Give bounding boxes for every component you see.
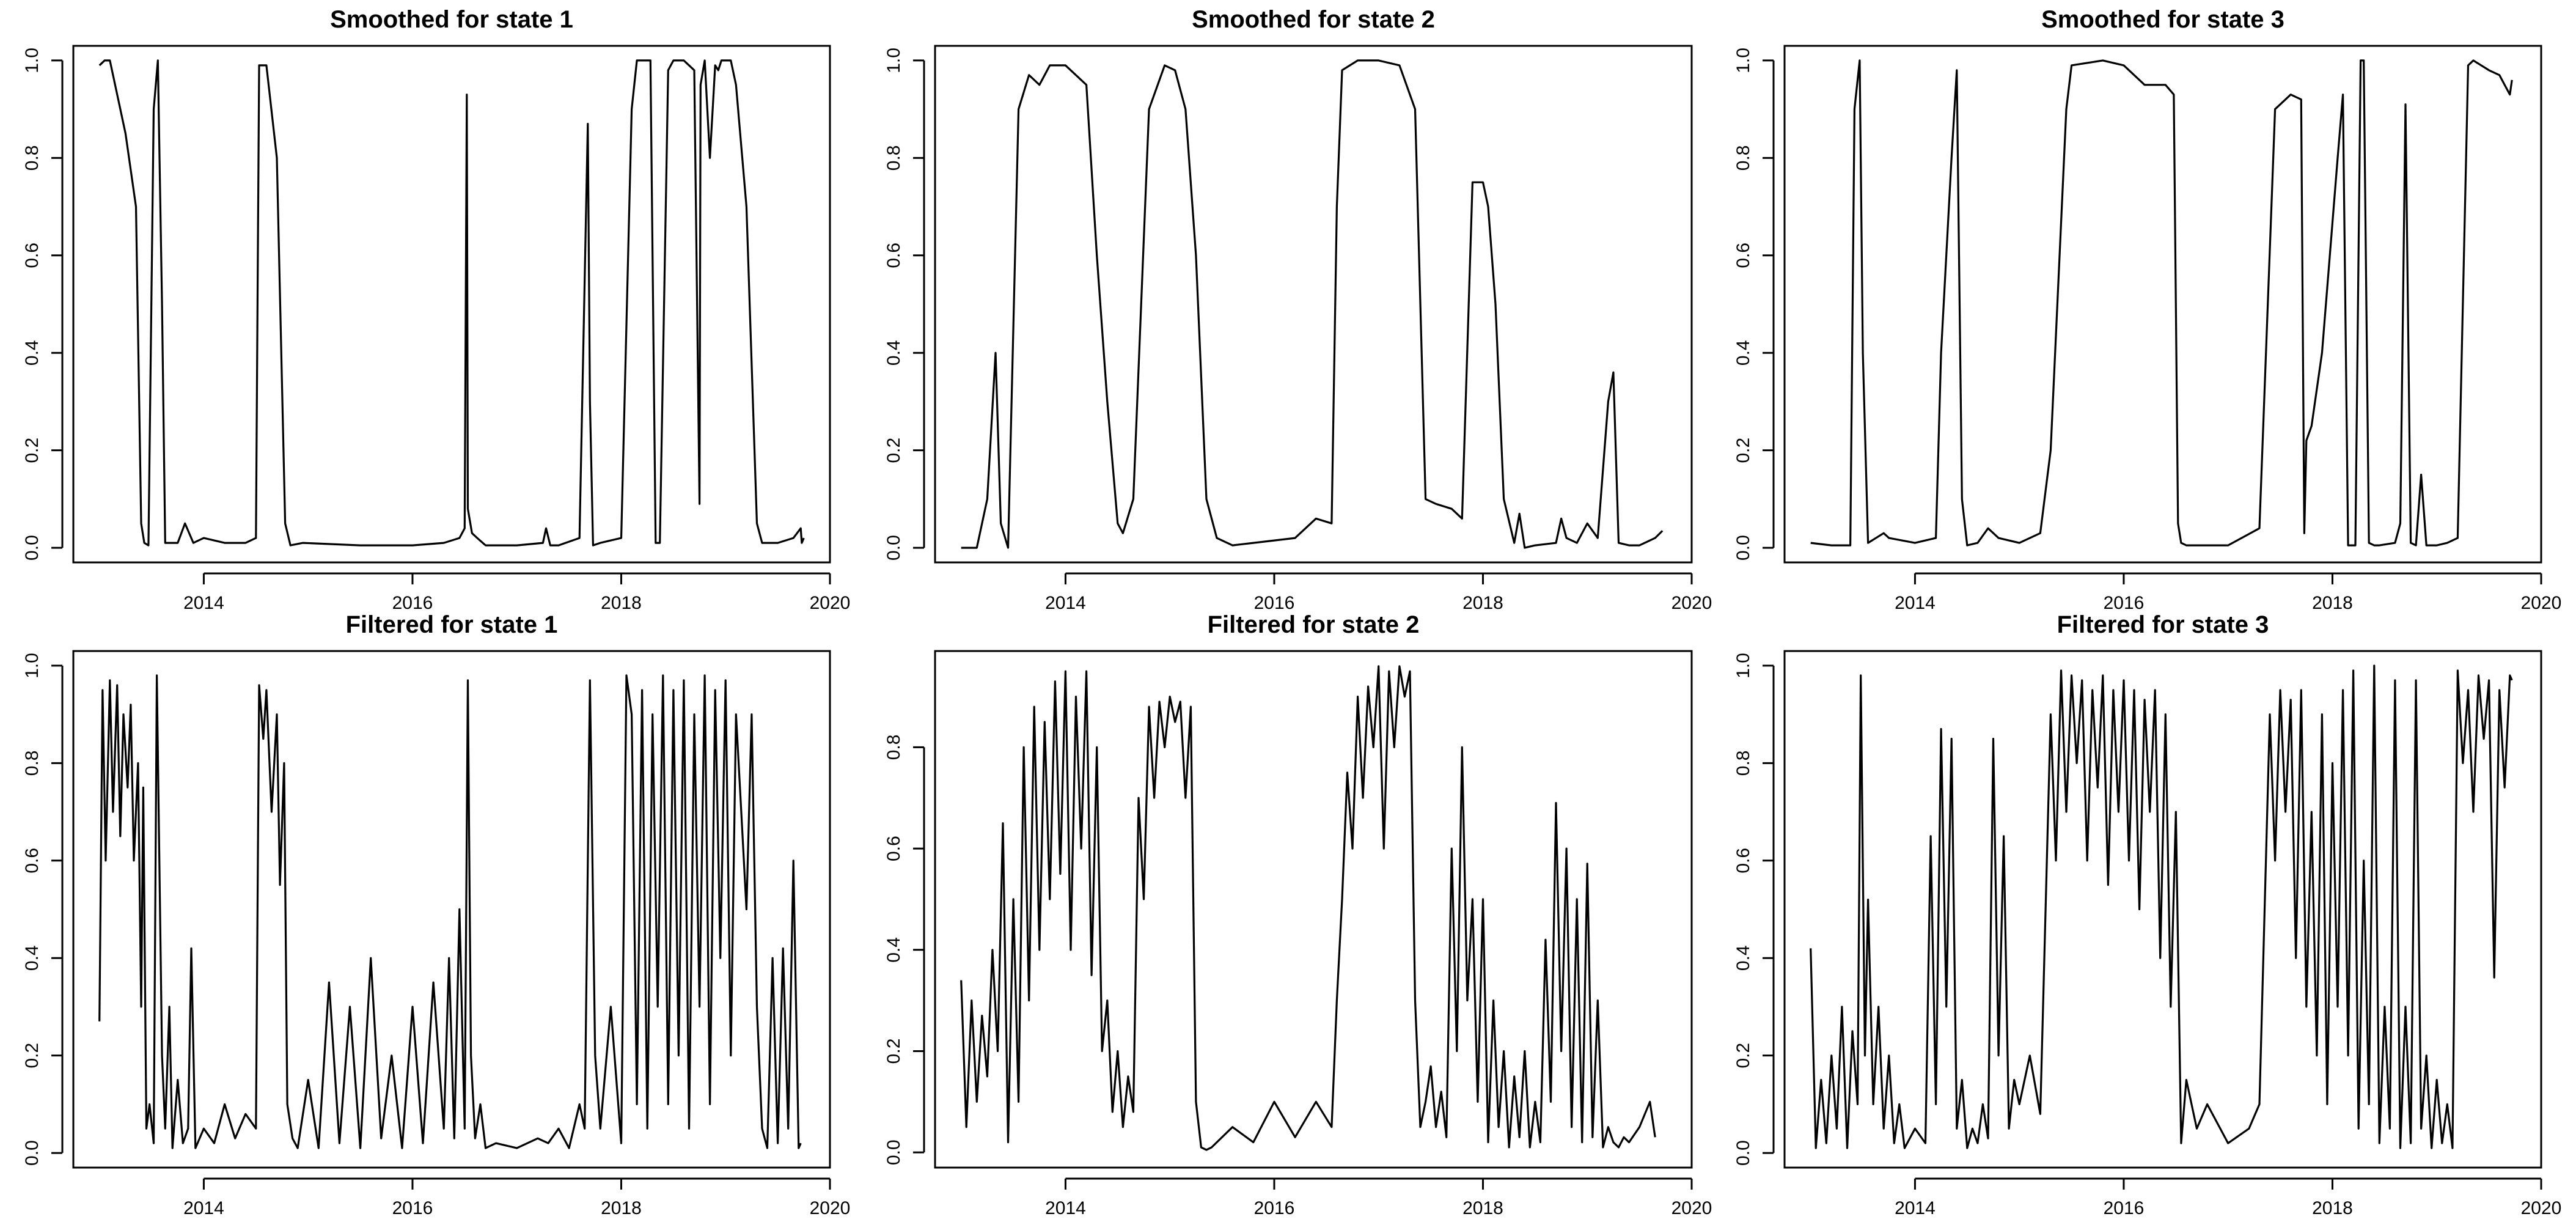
plot-frame	[72, 45, 831, 564]
chart-title: Filtered for state 2	[1208, 611, 1420, 638]
plot-frame	[1783, 650, 2542, 1169]
y-tick-label: 0.2	[22, 1043, 42, 1069]
y-tick-label: 0.4	[1733, 340, 1753, 366]
plot-frame	[72, 650, 831, 1169]
x-tick-label: 2020	[2521, 593, 2562, 613]
x-tick-label: 2020	[2521, 1198, 2562, 1218]
y-tick-label: 1.0	[1733, 653, 1753, 679]
x-tick-label: 2018	[1462, 1198, 1503, 1218]
chart-panel-1: Smoothed for state 1 2014 2016 2018 2020 0.0 0…	[22, 6, 850, 613]
y-tick-label: 0.6	[22, 243, 42, 268]
series-line-1	[1810, 664, 2513, 1149]
series-line-1	[961, 59, 1664, 549]
chart-panel-2: Smoothed for state 2 2014 2016 2018 2020 0.0 0…	[884, 6, 1712, 613]
y-tick-label: 0.6	[22, 848, 42, 874]
y-tick-label: 0.2	[884, 438, 904, 463]
x-tick-label: 2018	[601, 593, 642, 613]
x-tick-label: 2016	[392, 593, 433, 613]
x-tick-label: 2016	[1254, 1198, 1295, 1218]
y-tick-label: 0.8	[22, 750, 42, 776]
x-tick-label: 2016	[2104, 1198, 2145, 1218]
chart-panel-6: Filtered for state 3 2014 2016 2018 2020 0.0 0…	[1733, 611, 2561, 1218]
x-tick-label: 2020	[810, 593, 851, 613]
y-tick-label: 0.6	[1733, 243, 1753, 268]
x-tick-label: 2018	[2312, 593, 2353, 613]
y-tick-label: 0.4	[1733, 945, 1753, 971]
chart-title: Filtered for state 3	[2057, 611, 2269, 638]
y-tick-label: 0.0	[884, 1139, 904, 1165]
x-tick-label: 2018	[601, 1198, 642, 1218]
y-tick-label: 0.4	[884, 937, 904, 963]
x-tick-label: 2016	[1254, 593, 1295, 613]
chart-title: Smoothed for state 3	[2041, 6, 2284, 33]
chart-title: Smoothed for state 1	[330, 6, 573, 33]
y-tick-label: 0.6	[884, 243, 904, 268]
x-tick-label: 2020	[1671, 593, 1712, 613]
x-tick-label: 2018	[1462, 593, 1503, 613]
x-tick-label: 2014	[183, 1198, 224, 1218]
series-line-1	[1810, 59, 2513, 547]
y-tick-label: 0.8	[884, 735, 904, 760]
y-tick-label: 1.0	[1733, 48, 1753, 73]
chart-panel-3: Smoothed for state 3 2014 2016 2018 2020 0.0 0…	[1733, 6, 2561, 613]
x-tick-label: 2018	[2312, 1198, 2353, 1218]
y-tick-label: 0.8	[1733, 145, 1753, 171]
x-tick-label: 2014	[1045, 1198, 1086, 1218]
x-tick-label: 2014	[1045, 593, 1086, 613]
y-tick-label: 0.8	[22, 145, 42, 171]
y-tick-label: 0.0	[884, 535, 904, 561]
series-line-1	[960, 665, 1656, 1151]
plot-frame	[934, 45, 1693, 564]
y-tick-label: 0.4	[22, 945, 42, 971]
y-tick-label: 0.0	[1733, 535, 1753, 561]
y-tick-label: 1.0	[22, 48, 42, 73]
y-tick-label: 0.2	[1733, 438, 1753, 463]
y-tick-label: 0.2	[884, 1039, 904, 1064]
x-tick-label: 2016	[392, 1198, 433, 1218]
series-line-1	[98, 59, 805, 547]
plot-frame	[1783, 45, 2542, 564]
chart-title: Filtered for state 1	[346, 611, 558, 638]
y-tick-label: 0.8	[884, 145, 904, 171]
plot-frame	[934, 650, 1693, 1169]
y-tick-label: 0.0	[1733, 1140, 1753, 1166]
x-tick-label: 2016	[2104, 593, 2145, 613]
chart-title: Smoothed for state 2	[1192, 6, 1435, 33]
y-tick-label: 0.2	[22, 438, 42, 463]
y-tick-label: 0.6	[884, 836, 904, 861]
x-tick-label: 2014	[183, 593, 224, 613]
y-tick-label: 0.2	[1733, 1043, 1753, 1069]
y-tick-label: 0.0	[22, 1140, 42, 1166]
y-tick-label: 0.0	[22, 535, 42, 561]
y-tick-label: 0.6	[1733, 848, 1753, 874]
y-tick-label: 0.8	[1733, 750, 1753, 776]
series-line-1	[98, 674, 802, 1149]
chart-panel-5: Filtered for state 2 2014 2016 2018 2020 0.0 0…	[884, 611, 1712, 1218]
x-tick-label: 2020	[810, 1198, 851, 1218]
y-tick-label: 1.0	[22, 653, 42, 679]
x-tick-label: 2014	[1895, 1198, 1936, 1218]
x-tick-label: 2020	[1671, 1198, 1712, 1218]
y-tick-label: 0.4	[22, 340, 42, 366]
chart-panel-4: Filtered for state 1 2014 2016 2018 2020 0.0 0…	[22, 611, 850, 1218]
y-tick-label: 0.4	[884, 340, 904, 366]
y-tick-label: 1.0	[884, 48, 904, 73]
x-tick-label: 2014	[1895, 593, 1936, 613]
